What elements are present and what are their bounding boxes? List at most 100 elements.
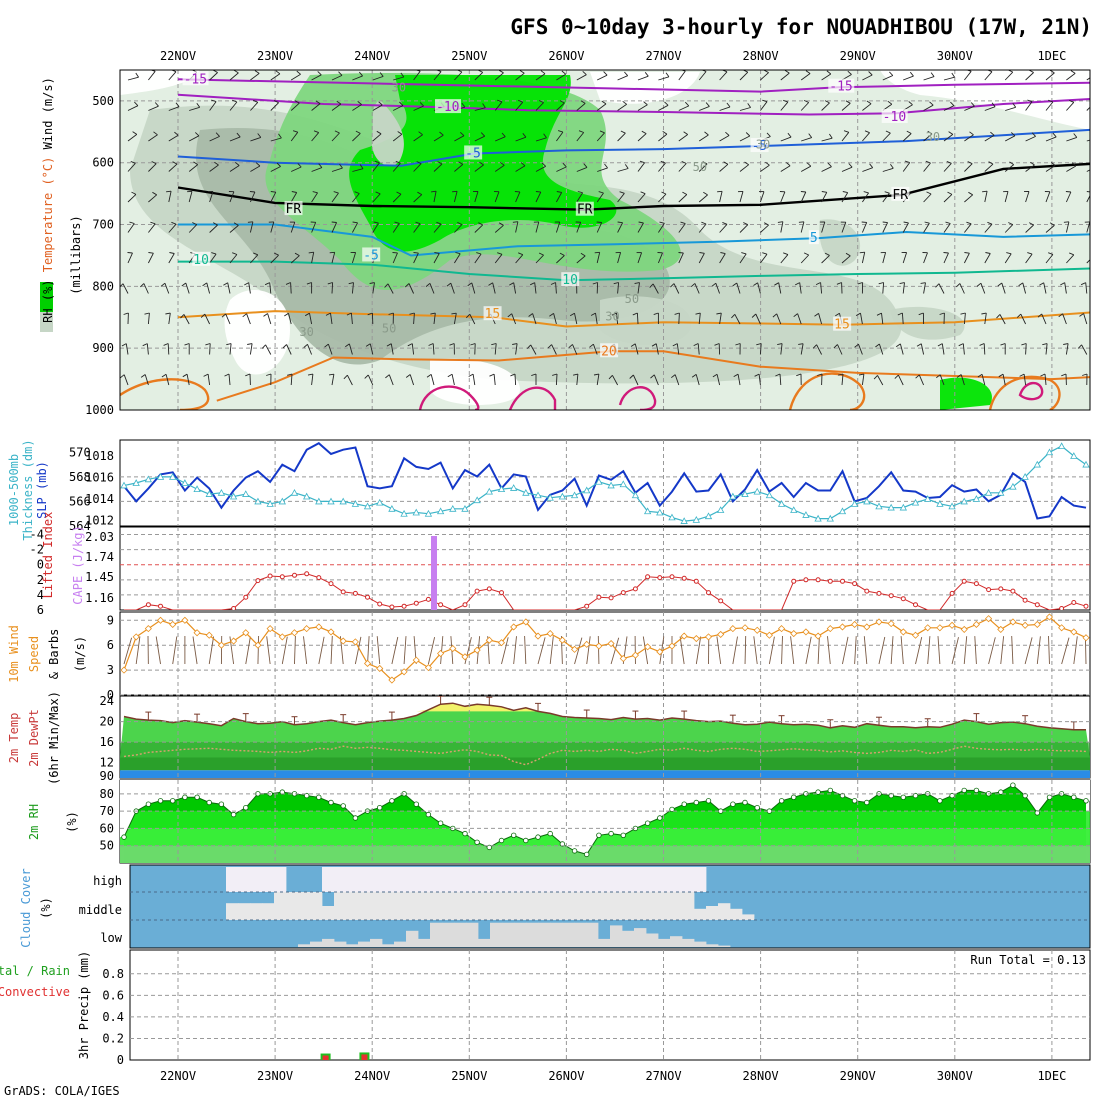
lifted-tick: 2: [37, 573, 44, 587]
thickness-marker: [144, 475, 153, 483]
thickness-marker: [351, 500, 360, 507]
wind-label-2: Speed: [27, 636, 41, 672]
wind-barb: [923, 282, 926, 294]
thickness-marker: [132, 479, 140, 486]
rh-marker: [121, 834, 127, 840]
rh-marker: [498, 837, 505, 844]
wind-barb: [433, 134, 444, 142]
wind-barb-flag: [1063, 221, 1069, 223]
thickness-marker: [254, 497, 262, 505]
lifted-marker: [949, 590, 955, 596]
rh-marker: [145, 801, 152, 807]
rh-marker: [194, 794, 200, 800]
wind-barb: [759, 191, 765, 203]
contour-label-bg: [828, 78, 855, 93]
wind-barb-flag: [875, 343, 880, 348]
cloud-cell: [238, 867, 251, 892]
surface-barb: [330, 635, 333, 665]
wind-barb: [246, 313, 251, 325]
surface-barb: [744, 635, 747, 665]
wind-barb: [983, 343, 986, 355]
thickness-marker: [1033, 460, 1041, 468]
surface-barb: [376, 636, 381, 665]
surface-barb: [915, 636, 923, 665]
wind-barb-flag: [530, 282, 535, 286]
wind-barb: [678, 134, 688, 142]
wind-label-1-part: 10m Wind: [7, 625, 21, 683]
rh-marker: [474, 839, 480, 845]
wind-barb: [652, 283, 659, 294]
cloud-cell: [322, 867, 335, 892]
rh-marker: [571, 848, 578, 854]
pressure-tick: 600: [92, 156, 114, 170]
wind-barb-flag: [223, 282, 228, 286]
wind-barb: [127, 76, 139, 81]
wind-barb-flag: [373, 221, 379, 224]
thickness-marker: [1009, 482, 1017, 490]
thickness-tick: 570: [69, 445, 91, 459]
wind-speed-marker: [826, 625, 834, 633]
wind-barb-flag: [568, 344, 573, 349]
wind-barb-flag: [836, 282, 842, 285]
wind-barb-flag: [455, 252, 461, 255]
cloud-cell: [490, 922, 503, 947]
wind-barb-flag: [378, 101, 383, 106]
cloud-cell: [694, 941, 707, 947]
cloud-cell: [346, 944, 359, 947]
wind-barb-flag: [338, 71, 343, 76]
wind-barb-flag: [903, 221, 909, 224]
rh-marker: [279, 789, 285, 795]
wind-barb-flag: [723, 161, 729, 165]
wind-barb-flag: [762, 252, 768, 255]
wind-barb-flag: [334, 130, 340, 134]
wind-barb: [1062, 313, 1067, 325]
temp-tick: 24: [100, 694, 114, 708]
wind-barb: [148, 105, 159, 111]
cloud-units-part: (%): [39, 897, 53, 919]
wind-speed-marker: [315, 623, 323, 631]
wind-barb-flag: [284, 312, 289, 317]
wind-barb-flag: [355, 130, 361, 134]
wind-barb-flag: [160, 282, 166, 287]
wind-barb-flag: [449, 343, 455, 346]
wind-barb-flag: [651, 343, 657, 347]
wind-speed-marker: [424, 664, 432, 672]
wind-barb: [962, 343, 965, 355]
wind-barb-flag: [674, 312, 680, 315]
rh-marker: [425, 811, 432, 818]
wind-barb-flag: [1051, 162, 1056, 166]
wind-barb: [148, 163, 157, 172]
wind-barb: [776, 313, 782, 325]
wind-speed-marker: [1009, 618, 1017, 626]
wind-barb-flag: [947, 191, 953, 195]
wind-barb-flag: [906, 130, 912, 134]
cloud-cell: [490, 867, 503, 892]
wind-barb: [637, 282, 640, 294]
wind-barb-flag: [211, 252, 217, 255]
wind-barb: [556, 131, 564, 142]
wind-barb-flag: [918, 312, 924, 316]
thickness-marker: [753, 487, 761, 495]
wind-barb-flag: [428, 343, 434, 346]
contour-label: -5: [363, 248, 379, 263]
rh-marker: [961, 787, 967, 794]
wind-barb: [471, 282, 476, 294]
wind-barb-flag: [148, 252, 154, 254]
wind-barb-flag: [535, 191, 541, 193]
rh-marker: [742, 799, 748, 806]
temp-dewpt-series: [120, 696, 1090, 778]
wind-barb: [1023, 374, 1027, 386]
wind-barb-flag: [772, 313, 777, 318]
surface-barb: [781, 635, 783, 665]
wind-barb-flag: [367, 312, 373, 316]
wind-barb: [1045, 225, 1055, 233]
wind-barb-flag: [873, 375, 878, 380]
rh-contour-area: [940, 377, 992, 410]
wind-speed-marker: [644, 643, 652, 651]
rh-marker: [912, 792, 919, 799]
wind-barb: [454, 224, 463, 233]
wind-barb-flag: [982, 190, 988, 193]
wind-barb-flag: [211, 99, 217, 103]
wind-barb-flag: [437, 161, 443, 165]
wind-barb-flag: [814, 313, 819, 317]
